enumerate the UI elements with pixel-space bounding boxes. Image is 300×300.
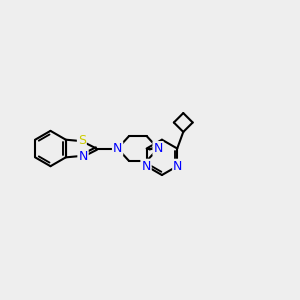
Text: N: N [173, 160, 182, 173]
Text: S: S [78, 134, 86, 147]
Text: N: N [78, 150, 88, 163]
Text: N: N [153, 142, 163, 155]
Text: N: N [141, 160, 151, 173]
Text: N: N [113, 142, 122, 155]
